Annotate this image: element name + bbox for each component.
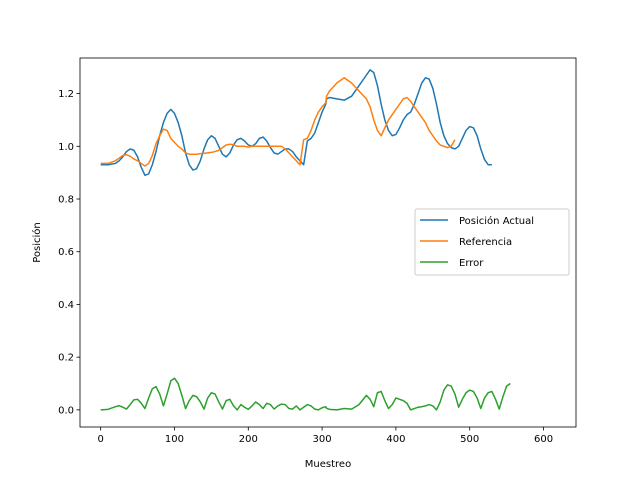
series-layer [100, 69, 511, 411]
y-axis-label: Posición [31, 222, 43, 263]
x-tick-label: 600 [534, 434, 553, 445]
series-line-1 [100, 77, 456, 167]
y-tick-label: 0.4 [58, 300, 74, 311]
legend-label-posicion-actual: Posición Actual [459, 215, 534, 227]
y-tick-label: 0.8 [58, 195, 74, 206]
y-tick-label: 0.6 [58, 247, 74, 258]
axes-frame [79, 57, 577, 428]
y-tick-label: 1.0 [58, 142, 74, 153]
x-axis-ticks: 0 100 200 300 400 500 600 [97, 427, 553, 445]
x-tick-label: 500 [460, 434, 479, 445]
series-line-2 [100, 377, 511, 411]
x-tick-label: 0 [97, 434, 103, 445]
series-line-0 [100, 69, 492, 177]
x-axis-label: Muestreo [305, 459, 351, 470]
legend-box [414, 208, 570, 276]
legend: Posición Actual Referencia Error [414, 208, 570, 276]
x-tick-label: 100 [165, 434, 184, 445]
y-axis-ticks: 0.0 0.2 0.4 0.6 0.8 1.0 1.2 [58, 89, 80, 416]
x-tick-label: 400 [386, 434, 405, 445]
y-tick-label: 0.2 [58, 353, 74, 364]
x-tick-label: 300 [313, 434, 332, 445]
y-tick-label: 0.0 [58, 405, 74, 416]
legend-label-referencia: Referencia [459, 237, 512, 248]
legend-label-error: Error [459, 258, 484, 269]
x-tick-label: 200 [239, 434, 258, 445]
y-tick-label: 1.2 [58, 89, 74, 100]
